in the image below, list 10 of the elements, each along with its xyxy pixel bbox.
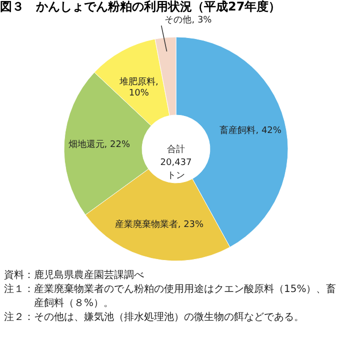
text: 合計 20,437 トン (160, 144, 192, 181)
slice-label: 畜産飼料, 42% (220, 124, 282, 136)
chart-title: 図３ かんしょでん粉粕の利用状況（平成27年度） (0, 0, 281, 14)
text: 注２：その他は、嫌気池（排水処理池）の微生物の餌などである。 (4, 311, 304, 323)
slice-label: その他, 3% (164, 14, 212, 26)
text: 資料：鹿児島県農産園芸課調べ (4, 269, 144, 281)
slice-label: 産業廃棄物業者, 23% (114, 219, 204, 230)
text: 注１：産業廃棄物業者のでん粉粕の使用用途はクエン酸原料（15%）、畜産飼料（８%）。 (4, 283, 336, 309)
slice-label: 堆肥原料, 10% (118, 76, 158, 99)
slice-label: 畑地還元, 22% (68, 139, 130, 150)
